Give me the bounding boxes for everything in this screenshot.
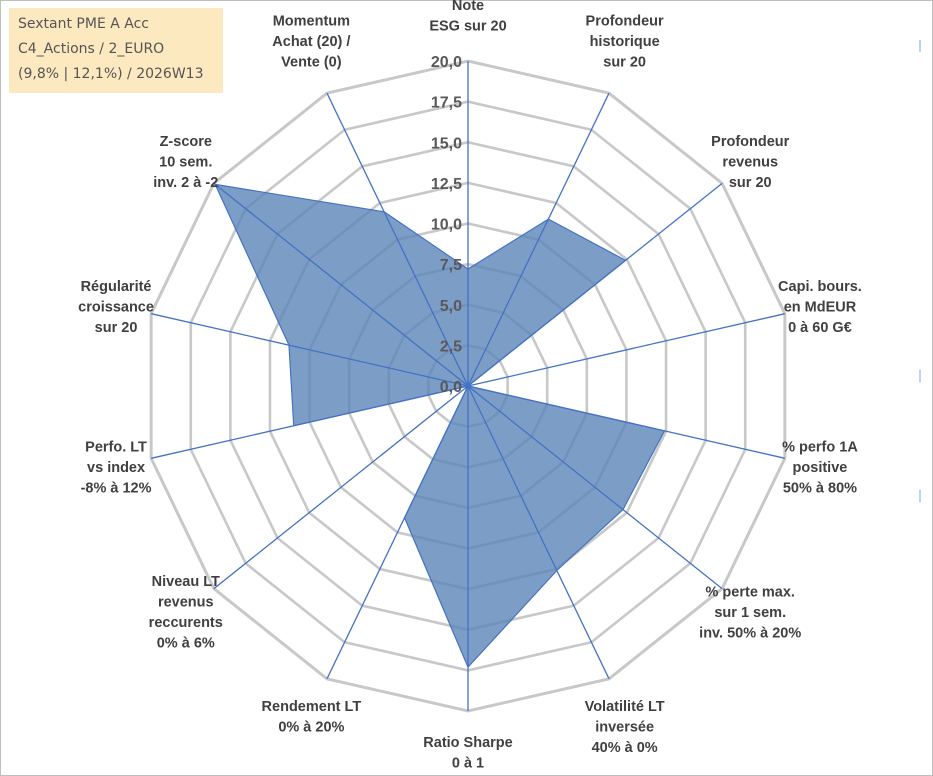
tick-label: 20,0 [431,54,462,71]
axis-spoke [467,385,723,590]
axis-label: Note ESG sur 20 [429,0,506,35]
axis-label-line: positive [793,460,848,476]
axis-label-line: Niveau LT [152,574,220,590]
tick-label: 10,0 [431,217,462,234]
axis-label-line: Profondeur [586,13,664,29]
tick-label: 2,5 [440,338,462,355]
axis-label: Profondeur revenus sur 20 [711,134,789,191]
fund-stats: (9,8% | 12,1%) / 2026W13 [18,66,204,82]
axis-label-line: sur 20 [603,54,646,70]
axis-label-line: inversée [595,720,654,736]
tick-label: 7,5 [440,257,462,274]
axis-spoke [151,385,469,459]
fund-category: C4_Actions / 2_EURO [18,41,165,57]
axis-label-line: 0% à 20% [278,720,344,736]
axis-label-line: Volatilité LT [585,699,665,715]
axis-label: Niveau LT revenus reccurents 0% à 6% [149,574,223,652]
axis-spoke [467,182,723,387]
axis-spoke [213,385,469,590]
axis-label-line: Ratio Sharpe [423,735,512,751]
axis-label-line: Vente (0) [281,54,342,70]
axis-label: Régularité croissance sur 20 [78,279,154,336]
tick-label: 15,0 [431,135,462,152]
axis-label-line: Achat (20) / [272,34,350,50]
tick-label: 5,0 [440,298,462,315]
axis-label-line: vs index [87,460,145,476]
axis-spoke [467,385,785,459]
axis-spoke [467,92,610,387]
axis-label-line: Profondeur [711,134,789,150]
axis-spoke [213,182,469,387]
axis-label-line: 10 sem. [159,155,212,171]
tick-label: 17,5 [431,95,462,112]
tick-label: 12,5 [431,176,462,193]
axis-label-line: % perfo 1A [782,440,858,456]
axis-label-line: sur 20 [95,320,138,336]
axis-label: Perfo. LT vs index -8% à 12% [81,440,152,497]
axis-label-line: sur 1 sem. [714,605,786,621]
axis-label-line: inv. 2 à -2 [153,175,218,191]
axis-label: Momentum Achat (20) / Vente (0) [272,13,350,70]
axis-spoke [326,92,469,387]
axis-label-line: Perfo. LT [85,440,147,456]
axis-spoke [326,385,469,680]
radar-axis-labels: Note ESG sur 20 Profondeur historique sur 20… [78,0,862,772]
axis-label-line: Note [452,0,484,14]
axis-label: % perte max. sur 1 sem. inv. 50% à 20% [699,584,801,641]
axis-label-line: historique [590,34,660,50]
tick-label: 0,0 [440,379,462,396]
axis-label-line: croissance [78,299,154,315]
axis-label-line: revenus [722,155,778,171]
axis-label: Ratio Sharpe 0 à 1 [423,735,512,772]
axis-label-line: reccurents [149,615,223,631]
fund-info-box: Sextant PME A Acc C4_Actions / 2_EURO (9… [9,8,223,93]
axis-label: Profondeur historique sur 20 [586,13,664,70]
axis-label-line: 0% à 6% [157,636,215,652]
axis-label-line: ESG sur 20 [429,19,506,35]
axis-label-line: sur 20 [729,175,772,191]
axis-label-line: 40% à 0% [592,740,658,756]
axis-label-line: 0 à 1 [452,756,484,772]
radar-tick-labels: 0,0 2,5 5,0 7,5 10,0 12,5 15,0 17,5 20,0 [431,54,462,396]
axis-spoke [467,385,610,680]
fund-name: Sextant PME A Acc [18,16,149,32]
axis-label-line: Capi. bours. [778,279,862,295]
axis-label-line: Momentum [273,13,350,29]
axis-label-line: Rendement LT [262,699,362,715]
axis-label: Rendement LT 0% à 20% [262,699,362,736]
axis-label-line: Z-score [160,134,212,150]
axis-label-line: -8% à 12% [81,481,152,497]
axis-label: Z-score 10 sem. inv. 2 à -2 [153,134,218,191]
axis-label-line: 0 à 60 G€ [788,320,852,336]
axis-label-line: inv. 50% à 20% [699,625,801,641]
axis-label: % perfo 1A positive 50% à 80% [782,440,858,497]
axis-spoke [467,313,785,387]
axis-label-line: Régularité [81,279,152,295]
axis-label-line: % perte max. [706,584,795,600]
axis-label-line: en MdEUR [784,299,857,315]
radar-spokes [151,61,785,711]
axis-label: Volatilité LT inversée 40% à 0% [585,699,665,756]
axis-label: Capi. bours. en MdEUR 0 à 60 G€ [778,279,862,336]
axis-label-line: 50% à 80% [783,481,857,497]
axis-label-line: revenus [158,595,214,611]
axis-spoke [151,313,469,387]
